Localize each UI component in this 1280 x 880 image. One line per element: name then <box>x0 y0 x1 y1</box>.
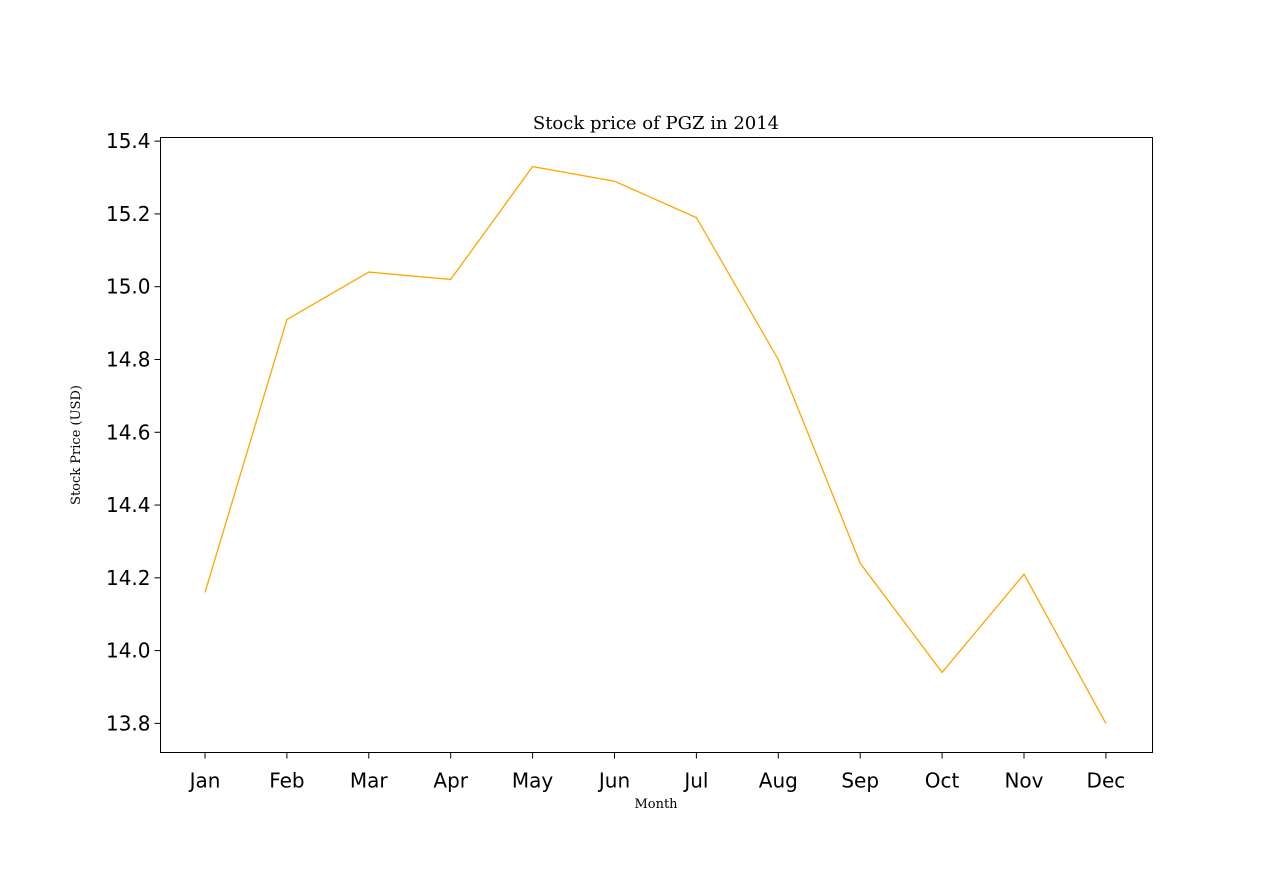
x-tick-label: Apr <box>433 769 468 793</box>
y-axis: 13.8 14.0 14.2 14.4 14.6 14.8 15.0 15.2 15.4 <box>106 129 161 735</box>
x-tick-label: Dec <box>1087 769 1126 793</box>
plot-area <box>160 137 1153 753</box>
x-tick-label: Sep <box>841 769 879 793</box>
x-axis-label: Month <box>634 797 678 812</box>
series-layer <box>204 165 1107 724</box>
y-tick-label: 14.2 <box>106 566 151 590</box>
x-tick-label: Aug <box>759 769 798 793</box>
x-tick-label: Jun <box>597 769 630 793</box>
x-tick-label: May <box>512 769 554 793</box>
x-tick-label: Oct <box>925 769 960 793</box>
plot-frame <box>160 137 1153 753</box>
y-axis-label: Stock Price (USD) <box>69 385 84 505</box>
x-tick-label: Mar <box>350 769 389 793</box>
x-axis: Jan Feb Mar Apr May Jun Jul Aug Sep Oct Nov Dec <box>188 752 1126 793</box>
series-line <box>204 165 1107 724</box>
x-tick-label: Feb <box>269 769 304 793</box>
y-tick-label: 14.0 <box>106 639 151 663</box>
x-tick-label: Jan <box>188 769 221 793</box>
y-tick-label: 15.4 <box>106 129 151 153</box>
x-tick-label: Nov <box>1004 769 1043 793</box>
chart-title: Stock price of PGZ in 2014 <box>533 113 779 134</box>
y-tick-label: 15.0 <box>106 275 151 299</box>
y-tick-label: 15.2 <box>106 202 151 226</box>
y-tick-label: 13.8 <box>106 711 151 735</box>
x-tick-label: Jul <box>682 769 708 793</box>
y-tick-label: 14.4 <box>106 493 151 517</box>
y-tick-label: 14.8 <box>106 347 151 371</box>
y-tick-label: 14.6 <box>106 420 151 444</box>
